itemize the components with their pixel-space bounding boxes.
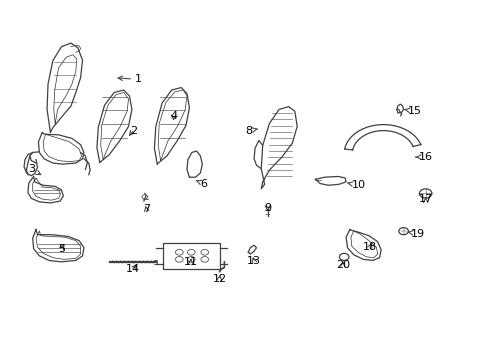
Text: 13: 13 — [246, 256, 261, 266]
Text: 7: 7 — [142, 204, 149, 214]
Text: 19: 19 — [407, 229, 424, 239]
Text: 18: 18 — [362, 242, 376, 252]
Text: 17: 17 — [418, 194, 432, 204]
Text: 11: 11 — [183, 257, 198, 267]
Text: 14: 14 — [126, 264, 140, 274]
Text: 12: 12 — [212, 274, 226, 284]
Text: 10: 10 — [346, 180, 365, 190]
Text: 2: 2 — [129, 126, 137, 136]
Text: 1: 1 — [118, 75, 142, 85]
Text: 15: 15 — [404, 106, 421, 116]
Text: 3: 3 — [28, 165, 41, 175]
Text: 8: 8 — [245, 126, 257, 136]
Text: 20: 20 — [335, 260, 349, 270]
Text: 6: 6 — [196, 179, 207, 189]
Bar — [163, 243, 219, 269]
Text: 16: 16 — [415, 152, 432, 162]
Text: 4: 4 — [170, 112, 177, 121]
Text: 9: 9 — [264, 203, 270, 213]
Text: 5: 5 — [58, 244, 65, 254]
